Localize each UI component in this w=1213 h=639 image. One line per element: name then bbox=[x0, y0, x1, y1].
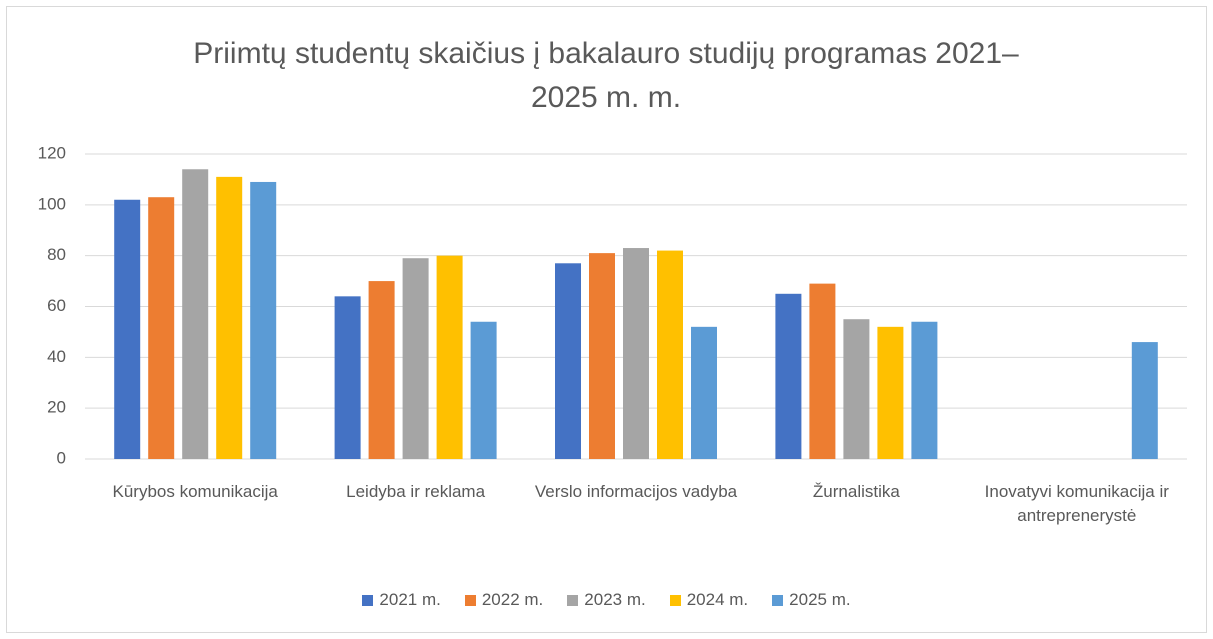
bar bbox=[691, 326, 717, 459]
legend-label: 2025 m. bbox=[789, 590, 851, 609]
chart-title: Priimtų studentų skaičius į bakalauro st… bbox=[193, 37, 1019, 114]
legend-item: 2022 m. bbox=[464, 590, 544, 610]
bar bbox=[1131, 342, 1158, 459]
bar bbox=[368, 281, 395, 459]
bar bbox=[216, 176, 243, 459]
bar bbox=[250, 181, 277, 460]
y-tick-label: 100 bbox=[38, 194, 66, 213]
x-tick-label: Žurnalistika bbox=[812, 482, 900, 501]
bar bbox=[402, 258, 429, 459]
bar bbox=[809, 283, 836, 459]
bar bbox=[470, 321, 497, 459]
bar bbox=[843, 319, 870, 459]
bar bbox=[589, 253, 615, 459]
bar bbox=[182, 169, 209, 459]
x-tick-label: Leidyba ir reklama bbox=[346, 482, 486, 501]
bar bbox=[114, 199, 141, 459]
bar bbox=[555, 263, 581, 459]
y-tick-label: 0 bbox=[57, 448, 66, 467]
legend-swatch bbox=[567, 594, 579, 606]
legend-swatch bbox=[464, 594, 476, 606]
x-tick-label: Inovatyvi komunikacija ir antrepreneryst… bbox=[984, 482, 1169, 525]
legend-label: 2021 m. bbox=[379, 590, 441, 609]
x-tick-label: Kūrybos komunikacija bbox=[112, 482, 278, 501]
x-tick-label: Verslo informacijos vadyba bbox=[534, 482, 738, 501]
legend-label: 2023 m. bbox=[584, 590, 646, 609]
bar bbox=[148, 197, 175, 460]
legend-swatch bbox=[772, 594, 784, 606]
legend-swatch bbox=[362, 594, 374, 606]
y-tick-label: 80 bbox=[47, 245, 66, 264]
legend-swatch bbox=[669, 594, 681, 606]
y-tick-label: 120 bbox=[38, 143, 66, 162]
legend-label: 2022 m. bbox=[481, 590, 544, 609]
bar bbox=[775, 293, 802, 459]
bar bbox=[657, 250, 683, 459]
bar bbox=[911, 321, 938, 459]
legend-item: 2021 m. bbox=[362, 590, 441, 610]
legend: 2021 m. 2022 m. 2023 m. 2024 m. 2025 m. bbox=[0, 590, 1213, 610]
y-tick-label: 20 bbox=[47, 398, 66, 417]
bar bbox=[436, 255, 463, 459]
legend-item: 2023 m. bbox=[567, 590, 646, 610]
bar bbox=[623, 248, 649, 459]
bar bbox=[877, 326, 904, 459]
y-tick-label: 60 bbox=[47, 296, 66, 315]
legend-item: 2025 m. bbox=[772, 590, 851, 610]
y-tick-label: 40 bbox=[47, 347, 66, 366]
bar bbox=[334, 296, 361, 459]
legend-label: 2024 m. bbox=[686, 590, 749, 609]
legend-item: 2024 m. bbox=[669, 590, 749, 610]
